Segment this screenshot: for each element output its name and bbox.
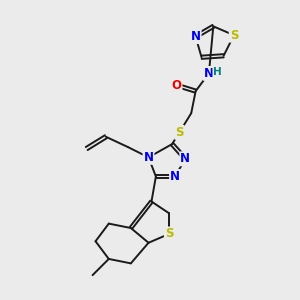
Text: O: O: [172, 79, 182, 92]
Text: N: N: [190, 30, 201, 43]
Text: N: N: [170, 170, 180, 183]
Text: S: S: [230, 29, 238, 42]
Text: N: N: [204, 67, 214, 80]
Text: N: N: [143, 151, 154, 164]
Text: S: S: [165, 227, 173, 240]
Text: N: N: [180, 152, 190, 165]
Text: H: H: [213, 67, 222, 77]
Text: S: S: [175, 126, 184, 139]
